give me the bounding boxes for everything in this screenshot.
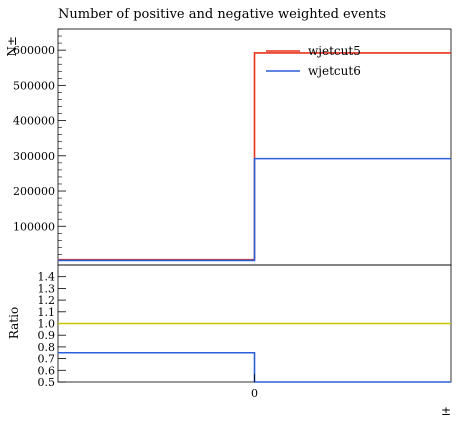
ratio-y-tick-label: 1.0 bbox=[38, 318, 56, 331]
ratio-panel: Ratio 0.50.60.70.80.91.01.11.21.31.4 0 ± bbox=[7, 264, 452, 418]
ratio-y-tick-label: 0.6 bbox=[38, 364, 56, 377]
main-y-tick-label: 200000 bbox=[13, 185, 55, 198]
ratio-y-tick-label: 1.4 bbox=[38, 271, 56, 284]
legend: wjetcut5 wjetcut6 bbox=[266, 44, 361, 78]
x-tick-label: 0 bbox=[251, 387, 258, 400]
main-panel: N± 100000200000300000400000500000600000 … bbox=[5, 28, 452, 266]
x-ticks: 0 bbox=[251, 374, 258, 400]
main-y-axis-label: N± bbox=[5, 36, 19, 57]
ratio-y-tick-label: 1.1 bbox=[38, 306, 56, 319]
main-y-tick-label: 100000 bbox=[13, 220, 55, 233]
ratio-y-tick-label: 1.2 bbox=[38, 294, 56, 307]
main-y-tick-label: 300000 bbox=[13, 150, 55, 163]
ratio-y-ticks: 0.50.60.70.80.91.01.11.21.31.4 bbox=[38, 271, 66, 389]
main-y-tick-label: 600000 bbox=[13, 44, 55, 57]
series-line-wjetcut6 bbox=[58, 157, 451, 262]
ratio-series bbox=[58, 322, 451, 383]
main-y-ticks: 100000 200000 300000 400000 500000 600000 bbox=[13, 28, 66, 255]
ratio-series-line-1 bbox=[58, 351, 451, 383]
legend-label-wjetcut5: wjetcut5 bbox=[308, 44, 361, 58]
chart-title: Number of positive and negative weighted… bbox=[58, 7, 386, 22]
ratio-y-tick-label: 1.3 bbox=[38, 282, 56, 295]
legend-label-wjetcut6: wjetcut6 bbox=[308, 64, 361, 78]
main-y-tick-label: 400000 bbox=[13, 115, 55, 128]
ratio-y-tick-label: 0.8 bbox=[38, 341, 56, 354]
main-series bbox=[58, 52, 451, 262]
ratio-y-tick-label: 0.7 bbox=[38, 353, 56, 366]
ratio-y-tick-label: 0.5 bbox=[38, 376, 56, 389]
main-y-tick-label: 500000 bbox=[13, 79, 55, 92]
ratio-y-axis-label: Ratio bbox=[7, 307, 21, 339]
ratio-y-tick-label: 0.9 bbox=[38, 329, 56, 342]
x-axis-label: ± bbox=[441, 404, 451, 418]
